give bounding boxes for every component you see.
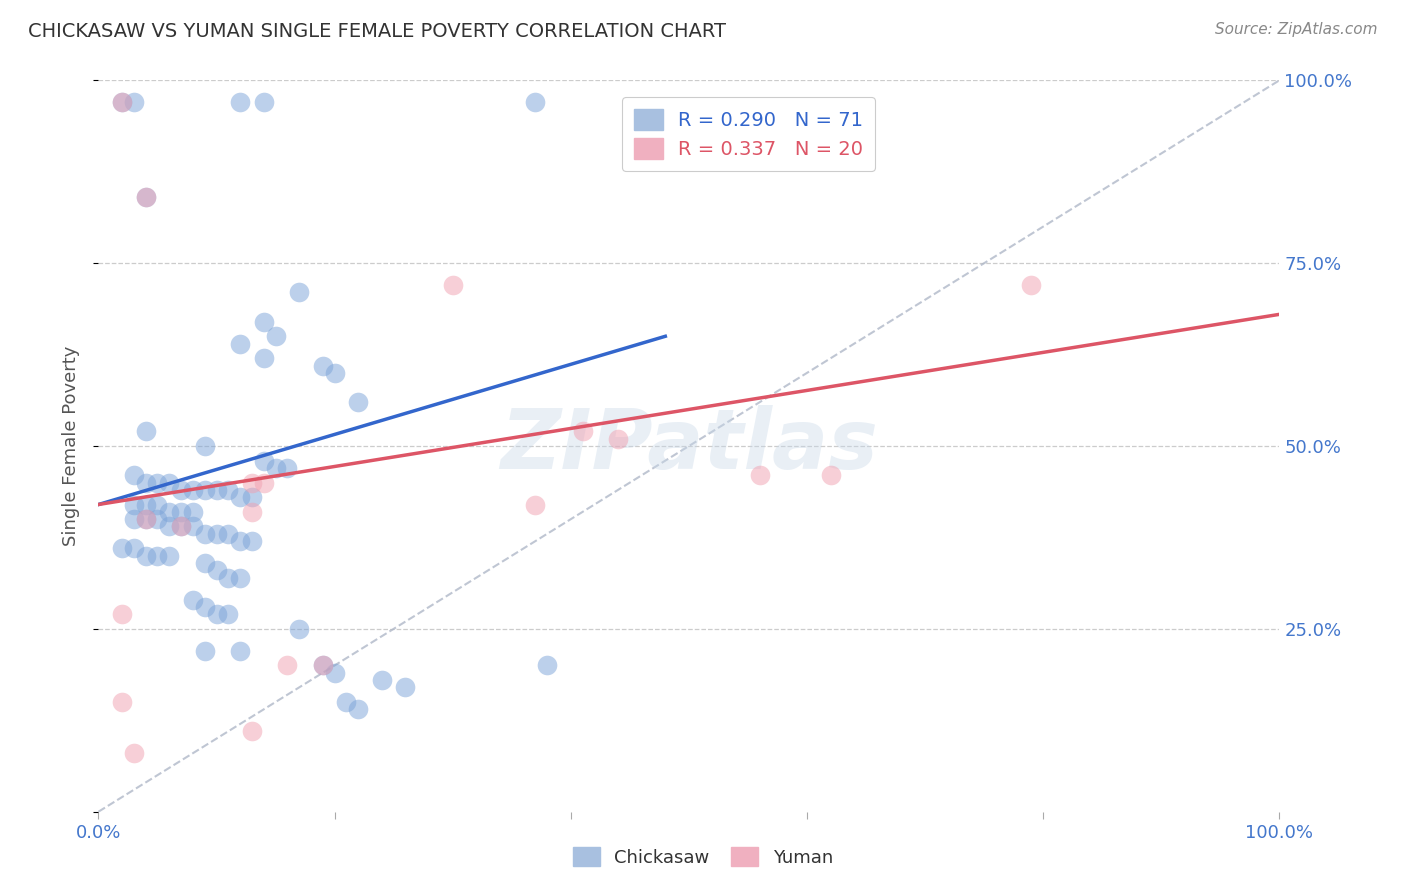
Point — [217, 483, 239, 497]
Text: CHICKASAW VS YUMAN SINGLE FEMALE POVERTY CORRELATION CHART: CHICKASAW VS YUMAN SINGLE FEMALE POVERTY… — [28, 22, 725, 41]
Point — [146, 475, 169, 490]
Point — [194, 439, 217, 453]
Point — [122, 95, 145, 110]
Point — [122, 468, 145, 483]
Point — [205, 607, 228, 622]
Point — [135, 475, 157, 490]
Point — [181, 592, 204, 607]
Point — [170, 519, 193, 533]
Point — [288, 622, 311, 636]
Y-axis label: Single Female Poverty: Single Female Poverty — [62, 346, 80, 546]
Point — [253, 475, 276, 490]
Point — [135, 425, 157, 439]
Point — [146, 549, 169, 563]
Point — [194, 644, 217, 658]
Text: Source: ZipAtlas.com: Source: ZipAtlas.com — [1215, 22, 1378, 37]
Point — [181, 483, 204, 497]
Point — [157, 475, 180, 490]
Legend: Chickasaw, Yuman: Chickasaw, Yuman — [565, 840, 841, 874]
Point — [135, 549, 157, 563]
Point — [111, 95, 134, 110]
Point — [394, 681, 416, 695]
Point — [288, 285, 311, 300]
Point — [536, 658, 558, 673]
Point — [441, 278, 464, 293]
Point — [111, 541, 134, 556]
Point — [229, 644, 252, 658]
Point — [240, 490, 263, 504]
Point — [135, 512, 157, 526]
Point — [229, 95, 252, 110]
Point — [323, 665, 346, 680]
Point — [253, 351, 276, 366]
Point — [820, 468, 842, 483]
Point — [194, 526, 217, 541]
Point — [323, 366, 346, 380]
Point — [170, 505, 193, 519]
Point — [607, 432, 630, 446]
Point — [240, 505, 263, 519]
Point — [217, 571, 239, 585]
Point — [135, 512, 157, 526]
Point — [217, 607, 239, 622]
Point — [122, 541, 145, 556]
Point — [157, 505, 180, 519]
Point — [229, 534, 252, 549]
Point — [253, 453, 276, 467]
Point — [170, 483, 193, 497]
Point — [240, 724, 263, 739]
Legend: R = 0.290   N = 71, R = 0.337   N = 20: R = 0.290 N = 71, R = 0.337 N = 20 — [621, 97, 875, 170]
Point — [312, 658, 335, 673]
Point — [111, 695, 134, 709]
Point — [524, 498, 547, 512]
Point — [571, 425, 593, 439]
Point — [205, 483, 228, 497]
Point — [135, 190, 157, 204]
Point — [181, 505, 204, 519]
Point — [240, 475, 263, 490]
Point — [122, 498, 145, 512]
Point — [240, 534, 263, 549]
Point — [264, 461, 287, 475]
Point — [335, 695, 357, 709]
Point — [157, 549, 180, 563]
Point — [181, 519, 204, 533]
Point — [748, 468, 770, 483]
Point — [122, 746, 145, 760]
Point — [253, 315, 276, 329]
Point — [229, 571, 252, 585]
Text: ZIPatlas: ZIPatlas — [501, 406, 877, 486]
Point — [146, 498, 169, 512]
Point — [122, 512, 145, 526]
Point — [253, 95, 276, 110]
Point — [135, 498, 157, 512]
Point — [157, 519, 180, 533]
Point — [205, 563, 228, 577]
Point — [217, 526, 239, 541]
Point — [347, 702, 370, 716]
Point — [276, 658, 298, 673]
Point — [111, 607, 134, 622]
Point — [312, 359, 335, 373]
Point — [194, 483, 217, 497]
Point — [264, 329, 287, 343]
Point — [524, 95, 547, 110]
Point — [135, 190, 157, 204]
Point — [194, 599, 217, 614]
Point — [229, 490, 252, 504]
Point — [205, 526, 228, 541]
Point — [1021, 278, 1043, 293]
Point — [170, 519, 193, 533]
Point — [312, 658, 335, 673]
Point — [229, 336, 252, 351]
Point — [194, 556, 217, 570]
Point — [347, 395, 370, 409]
Point — [276, 461, 298, 475]
Point — [111, 95, 134, 110]
Point — [146, 512, 169, 526]
Point — [371, 673, 394, 687]
